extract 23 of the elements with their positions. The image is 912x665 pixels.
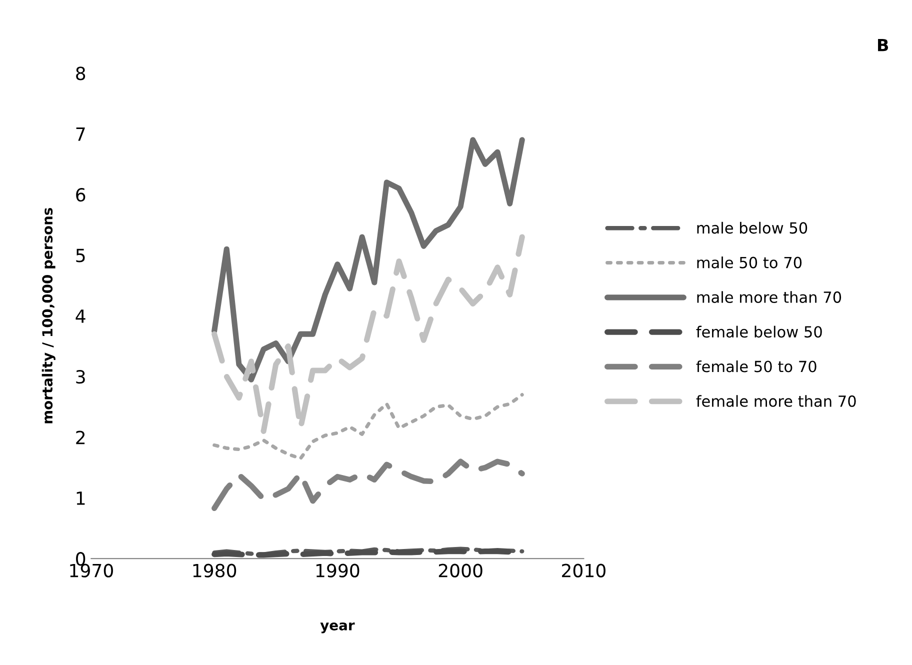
legend-label: female 50 to 70 (696, 360, 816, 372)
y-tick-label: 1 (76, 492, 85, 505)
x-tick-label: 1970 (70, 564, 113, 578)
x-tick-label: 2010 (562, 564, 606, 578)
legend-label: male 50 to 70 (697, 256, 802, 268)
y-axis-title: mortality / 100,000 persons (42, 208, 56, 424)
y-tick-label: 5 (76, 248, 85, 262)
text: B (878, 39, 888, 52)
x-tick-label: 1980 (193, 564, 236, 578)
y-tick-label: 7 (76, 128, 85, 141)
legend-label: male more than 70 (697, 291, 842, 303)
y-tick-label: 0 (76, 552, 86, 566)
y-tick-label: 6 (76, 188, 86, 202)
y-tick-label: 4 (76, 310, 86, 323)
y-tick-label: 8 (76, 66, 86, 80)
legend-label: male below 50 (697, 222, 808, 234)
legend-label: female more than 70 (696, 395, 856, 407)
x-tick-label: 2000 (438, 564, 482, 578)
legend-label: female below 50 (696, 326, 822, 338)
y-tick-label: 3 (76, 370, 85, 384)
x-tick-label: 1990 (316, 564, 360, 578)
x-axis-title: year (320, 622, 355, 634)
y-tick-label: 2 (76, 430, 85, 444)
